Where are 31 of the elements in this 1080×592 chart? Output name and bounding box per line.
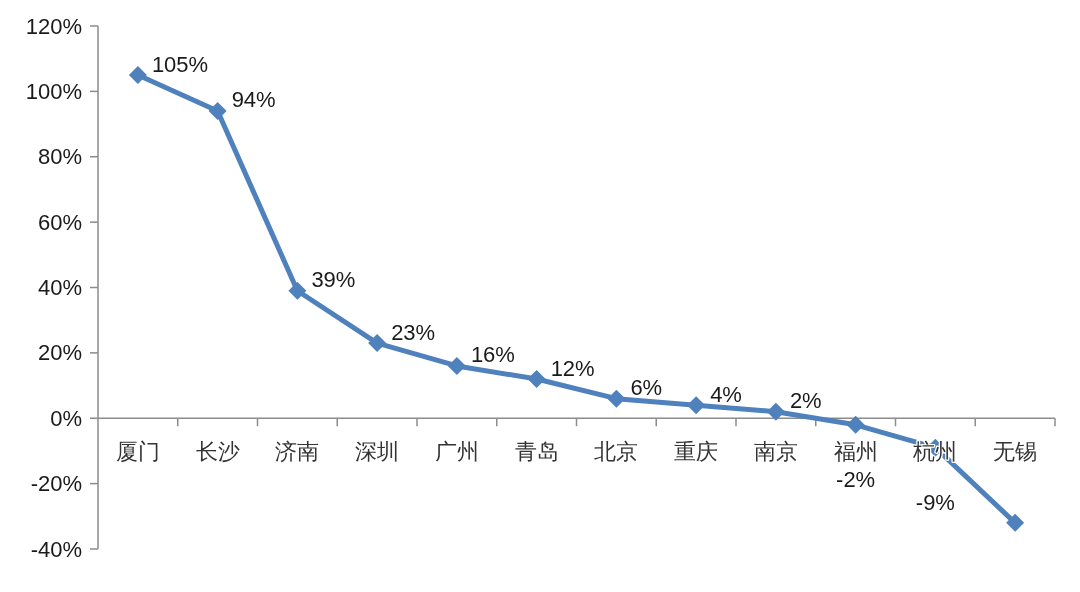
- data-label: 39%: [311, 267, 356, 293]
- x-tick-label: 济南: [275, 438, 320, 464]
- data-label: 23%: [391, 319, 436, 345]
- y-tick-label: 80%: [37, 144, 82, 170]
- x-tick-label: 无锡: [993, 438, 1038, 464]
- y-tick-label: 0%: [50, 405, 82, 431]
- x-tick-label: 北京: [594, 438, 639, 464]
- x-tick-label: 福州: [833, 438, 878, 464]
- y-tick-label: 60%: [37, 209, 82, 235]
- y-tick-label: 120%: [25, 13, 82, 39]
- x-tick-label: 厦门: [115, 438, 160, 464]
- y-tick-label: -40%: [30, 536, 82, 562]
- x-tick-label: 长沙: [195, 438, 240, 464]
- x-tick-label: 南京: [753, 438, 798, 464]
- y-tick-label: 100%: [25, 78, 82, 104]
- data-label: 2%: [789, 388, 822, 414]
- y-tick-label: 20%: [37, 340, 82, 366]
- data-label: 105%: [151, 51, 209, 77]
- data-label: 6%: [630, 375, 663, 401]
- x-tick-label: 青岛: [514, 438, 559, 464]
- y-tick-label: 40%: [37, 275, 82, 300]
- data-label: 94%: [231, 87, 276, 113]
- x-tick-label: 深圳: [355, 438, 400, 464]
- x-tick-label: 重庆: [674, 438, 719, 464]
- data-label: 16%: [470, 342, 515, 368]
- data-label: -9%: [915, 490, 955, 516]
- data-label: 4%: [710, 381, 742, 407]
- data-label: -2%: [836, 467, 876, 493]
- data-label: 12%: [550, 355, 595, 381]
- x-tick-label: 广州: [434, 438, 479, 464]
- y-tick-label: -20%: [30, 471, 82, 497]
